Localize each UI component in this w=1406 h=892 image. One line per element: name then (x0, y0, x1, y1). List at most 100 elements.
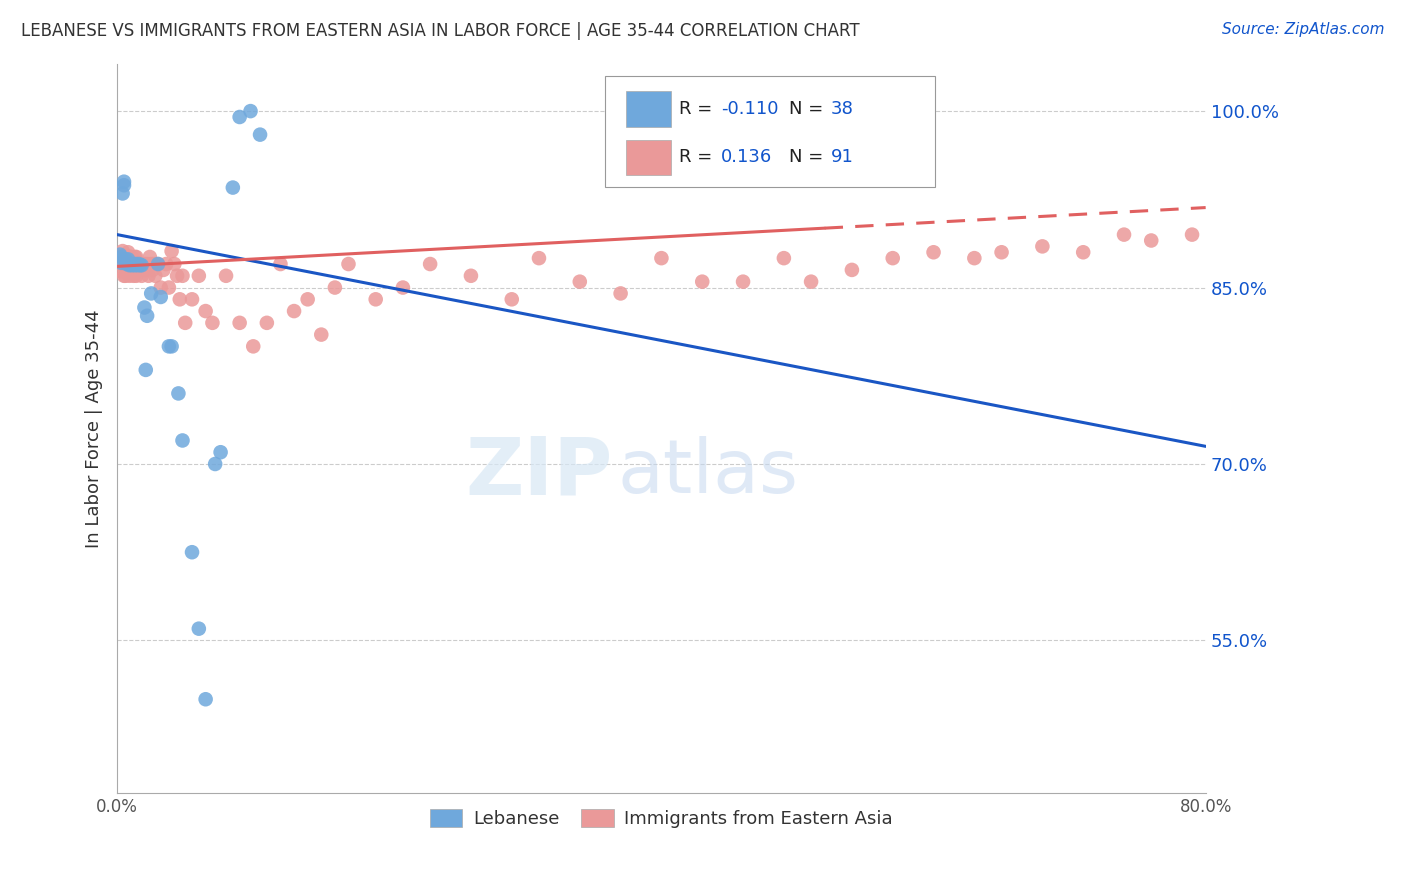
Point (138, 268, 160, 283)
Point (228, 110, 250, 124)
Point (128, 257, 150, 271)
Point (167, 386, 190, 401)
Text: 0.136: 0.136 (721, 148, 772, 166)
Point (1071, 245, 1094, 260)
Point (1236, 210, 1258, 224)
Point (194, 692, 217, 706)
Point (125, 268, 148, 283)
Point (209, 445, 232, 459)
Point (110, 256, 132, 270)
Text: 38: 38 (831, 100, 853, 118)
Point (609, 286, 631, 301)
Point (149, 290, 172, 304)
Point (134, 257, 156, 271)
Text: R =: R = (679, 100, 718, 118)
Point (128, 263, 150, 277)
Point (115, 250, 138, 264)
Point (131, 268, 153, 283)
Point (1031, 239, 1053, 253)
Text: LEBANESE VS IMMIGRANTS FROM EASTERN ASIA IN LABOR FORCE | AGE 35-44 CORRELATION : LEBANESE VS IMMIGRANTS FROM EASTERN ASIA… (21, 22, 859, 40)
Point (118, 268, 141, 283)
Point (1140, 234, 1163, 248)
Point (135, 363, 157, 377)
Point (146, 257, 169, 271)
Point (124, 258, 146, 272)
Point (323, 280, 346, 294)
Point (141, 257, 163, 271)
Point (269, 257, 291, 271)
Point (157, 339, 180, 353)
Point (124, 250, 146, 264)
Point (124, 263, 146, 277)
Point (1263, 186, 1285, 201)
Point (187, 622, 209, 636)
Text: R =: R = (679, 148, 718, 166)
Point (160, 339, 183, 353)
Point (163, 257, 186, 271)
Point (155, 257, 177, 271)
Point (990, 245, 1012, 260)
Point (127, 257, 149, 271)
Point (731, 275, 754, 289)
Text: ZIP: ZIP (465, 434, 613, 511)
Point (129, 257, 152, 271)
Point (228, 316, 250, 330)
Point (222, 180, 245, 194)
Point (1208, 221, 1230, 235)
Point (172, 434, 194, 448)
Point (337, 257, 360, 271)
Point (112, 268, 135, 283)
Text: Source: ZipAtlas.com: Source: ZipAtlas.com (1222, 22, 1385, 37)
Point (773, 251, 796, 265)
Point (152, 263, 174, 277)
Point (112, 175, 135, 189)
Point (242, 339, 264, 353)
Point (204, 457, 226, 471)
Point (146, 257, 169, 271)
Point (922, 245, 945, 260)
Point (142, 263, 165, 277)
Point (117, 252, 139, 267)
Point (249, 128, 271, 142)
Point (112, 178, 135, 193)
Point (181, 293, 204, 307)
Point (174, 316, 197, 330)
Point (122, 268, 145, 283)
Point (131, 258, 153, 272)
Point (239, 104, 262, 119)
Text: N =: N = (789, 148, 828, 166)
Point (187, 268, 209, 283)
Point (111, 256, 134, 270)
Point (690, 275, 713, 289)
Point (149, 280, 172, 294)
Point (181, 545, 204, 559)
Point (143, 268, 166, 283)
Point (157, 280, 180, 294)
Point (115, 263, 138, 277)
Point (115, 257, 138, 271)
Point (111, 186, 134, 201)
Point (125, 250, 148, 264)
Point (283, 304, 305, 318)
Point (122, 257, 145, 271)
Text: -0.110: -0.110 (721, 100, 779, 118)
Point (201, 316, 224, 330)
Point (1181, 227, 1204, 242)
Point (194, 304, 217, 318)
Point (118, 258, 141, 272)
Y-axis label: In Labor Force | Age 35-44: In Labor Force | Age 35-44 (86, 310, 103, 548)
Point (110, 250, 132, 264)
Point (1112, 227, 1135, 242)
Point (364, 293, 387, 307)
Point (120, 257, 142, 271)
Point (108, 247, 131, 261)
Point (136, 309, 159, 323)
Point (136, 257, 159, 271)
Point (527, 251, 550, 265)
Point (419, 257, 441, 271)
Point (166, 268, 188, 283)
Point (112, 250, 135, 264)
Point (963, 251, 986, 265)
Point (110, 264, 132, 278)
Point (122, 257, 145, 271)
